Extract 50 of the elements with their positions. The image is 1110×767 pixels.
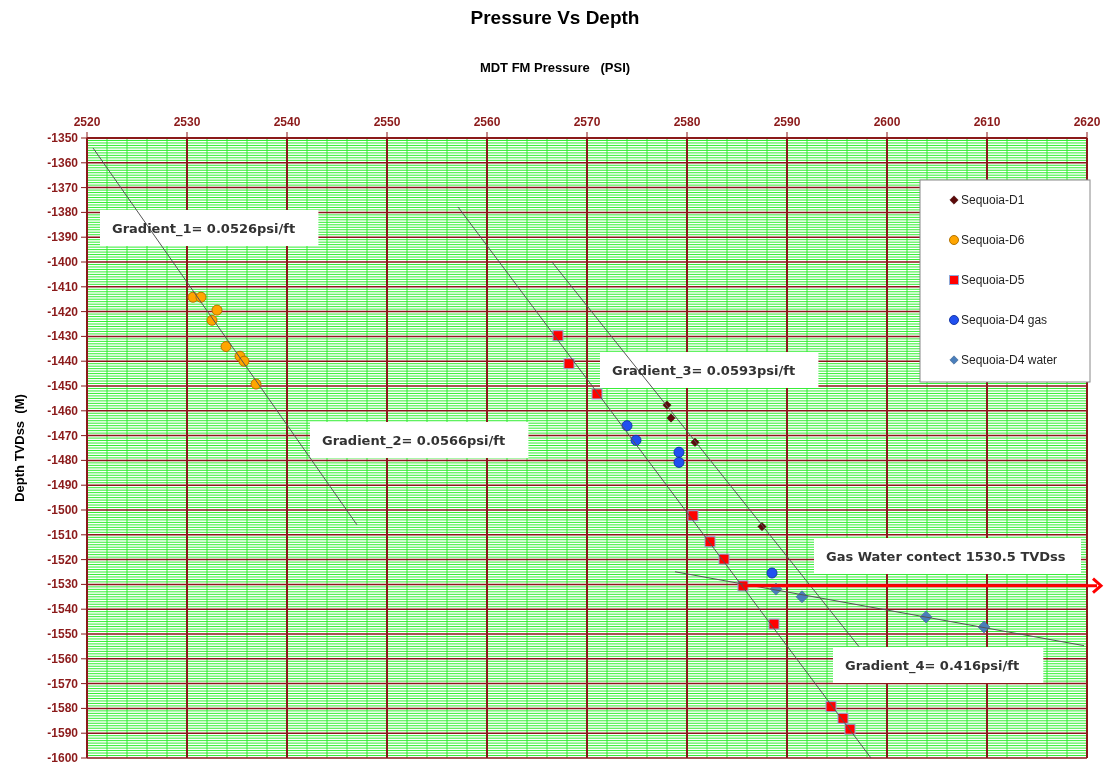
- x-tick-label: 2530: [173, 115, 201, 129]
- x-axis-title: MDT FM Pressure (PSI): [479, 60, 631, 75]
- legend-label: Sequoia-D5: [961, 273, 1025, 287]
- y-tick-label: -1380: [47, 205, 79, 220]
- y-tick-label: -1580: [47, 701, 79, 716]
- x-tick-label: 2560: [473, 115, 501, 129]
- chart-title: Pressure Vs Depth: [470, 7, 640, 28]
- y-tick-label: -1430: [47, 329, 79, 344]
- y-tick-label: -1470: [47, 428, 79, 443]
- x-tick-label: 2550: [373, 115, 401, 129]
- y-tick-label: -1390: [47, 230, 79, 245]
- x-tick-label: 2590: [773, 115, 801, 129]
- y-tick-label: -1480: [47, 453, 79, 468]
- x-tick-label: 2620: [1073, 115, 1101, 129]
- y-tick-label: -1370: [47, 180, 79, 195]
- y-tick-label: -1420: [47, 304, 79, 319]
- x-tick-label: 2580: [673, 115, 701, 129]
- y-tick-label: -1440: [47, 354, 79, 369]
- y-tick-label: -1360: [47, 155, 79, 170]
- y-tick-label: -1450: [47, 379, 79, 393]
- y-tick-label: -1490: [47, 478, 79, 493]
- annotation: Gradient_4= 0.416psi/ft: [845, 658, 1020, 674]
- y-tick-label: -1400: [47, 255, 79, 269]
- y-tick-label: -1410: [47, 279, 79, 294]
- y-axis-title: Depth TVDss (M): [12, 394, 27, 502]
- x-tick-label: 2520: [73, 115, 101, 129]
- legend-label: Sequoia-D4 water: [961, 353, 1058, 367]
- legend-label: Sequoia-D4 gas: [961, 313, 1048, 327]
- y-tick-label: -1510: [47, 527, 79, 542]
- y-tick-label: -1530: [47, 577, 79, 592]
- x-tick-label: 2570: [573, 115, 601, 129]
- annotation: Gradient_2= 0.0566psi/ft: [322, 433, 506, 449]
- x-tick-label: 2610: [973, 115, 1001, 129]
- y-tick-label: -1590: [47, 726, 79, 741]
- y-tick-label: -1350: [47, 131, 79, 145]
- y-tick-label: -1570: [47, 676, 79, 691]
- y-tick-label: -1560: [47, 651, 79, 666]
- y-tick-label: -1460: [47, 403, 79, 418]
- legend-label: Sequoia-D1: [961, 193, 1025, 207]
- y-tick-label: -1520: [47, 552, 79, 567]
- x-tick-label: 2600: [873, 115, 901, 129]
- y-tick-label: -1550: [47, 627, 79, 641]
- y-tick-label: -1540: [47, 602, 79, 617]
- annotation: Gradient_1= 0.0526psi/ft: [112, 221, 296, 237]
- y-tick-label: -1600: [47, 751, 79, 765]
- y-tick-label: -1500: [47, 503, 79, 517]
- legend-label: Sequoia-D6: [961, 233, 1025, 247]
- x-tick-label: 2540: [273, 115, 301, 129]
- annotation: Gas Water contect 1530.5 TVDss: [826, 549, 1066, 564]
- annotation: Gradient_3= 0.0593psi/ft: [612, 363, 796, 379]
